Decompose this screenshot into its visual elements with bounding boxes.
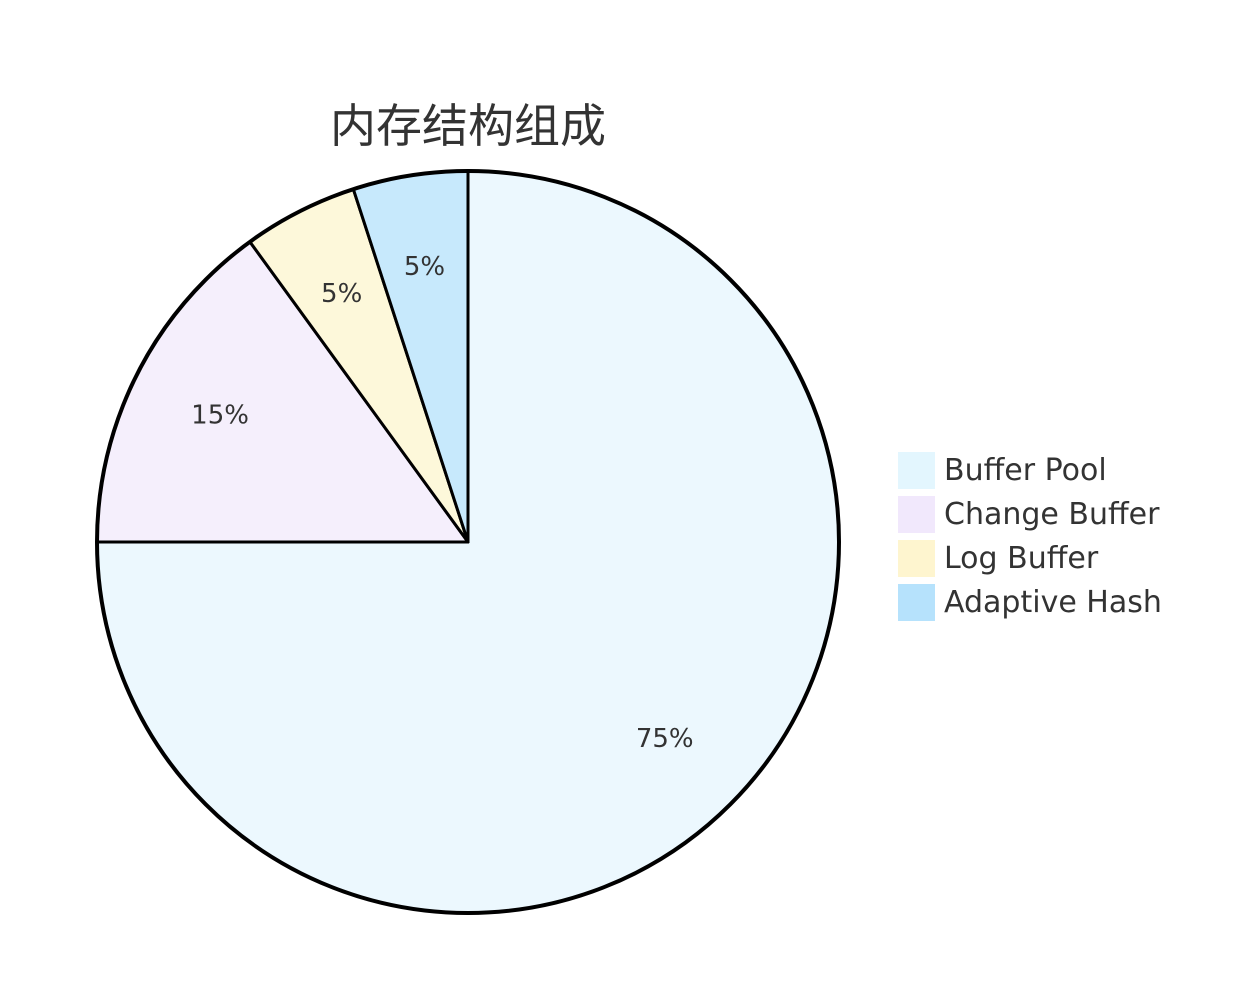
pie-slice-labels: 75% 15% 5% 5% [191, 252, 693, 754]
legend-swatch [898, 496, 935, 533]
pie-slices [95, 169, 841, 915]
legend-item: Change Buffer [898, 496, 1160, 533]
legend-label: Change Buffer [944, 497, 1160, 532]
legend-label: Adaptive Hash [944, 585, 1162, 620]
legend-item: Buffer Pool [898, 452, 1107, 489]
legend-swatch [898, 452, 935, 489]
slice-label-log-buffer: 5% [321, 279, 362, 309]
pie-outline [95, 169, 841, 915]
slice-label-adaptive-hash: 5% [404, 252, 445, 282]
legend-item: Log Buffer [898, 540, 1099, 577]
legend: Buffer Pool Change Buffer Log Buffer Adapti… [898, 452, 1162, 621]
legend-swatch [898, 540, 935, 577]
legend-label: Log Buffer [944, 541, 1099, 576]
chart-title: 内存结构组成 [330, 99, 606, 153]
slice-label-change-buffer: 15% [191, 401, 249, 431]
slice-label-buffer-pool: 75% [636, 724, 694, 754]
legend-item: Adaptive Hash [898, 584, 1162, 621]
legend-swatch [898, 584, 935, 621]
legend-label: Buffer Pool [944, 453, 1107, 488]
